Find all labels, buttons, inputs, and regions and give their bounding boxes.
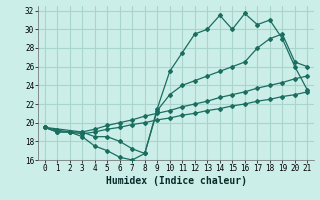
- X-axis label: Humidex (Indice chaleur): Humidex (Indice chaleur): [106, 176, 246, 186]
